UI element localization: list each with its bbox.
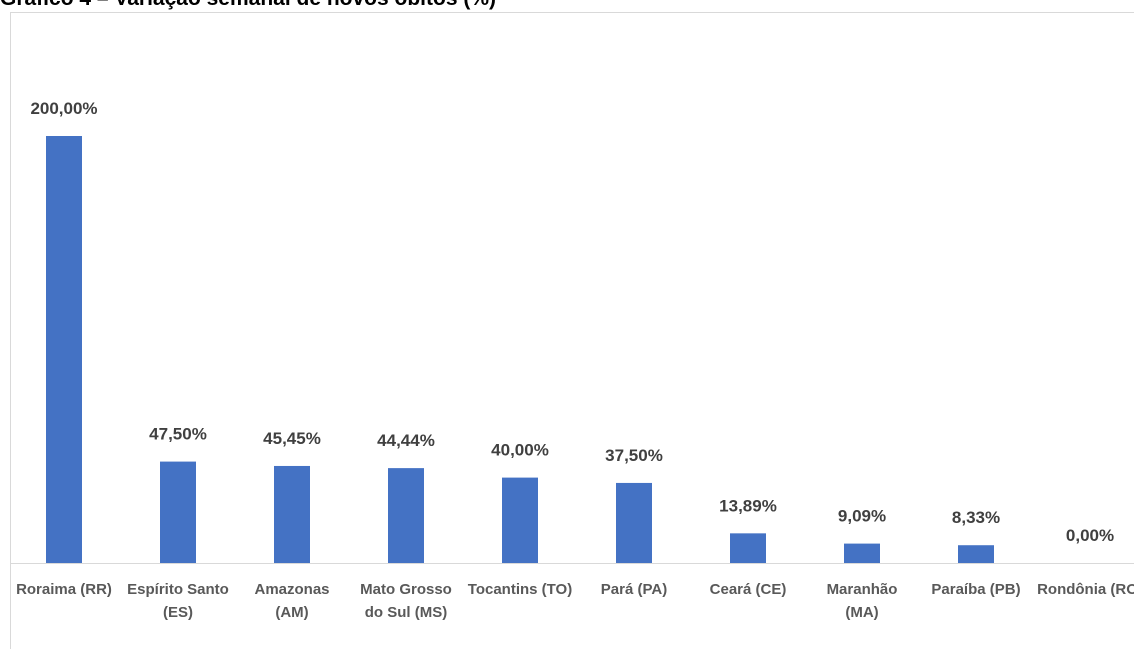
data-label: 8,33%	[952, 508, 1000, 527]
data-label: 9,09%	[838, 507, 886, 526]
x-tick-label: Tocantins (TO)	[467, 581, 573, 598]
data-label: 13,89%	[719, 496, 777, 515]
bar	[160, 461, 196, 563]
x-tick-label: Amazonas (AM)	[254, 581, 330, 621]
chart-title: Gráfico 4 – Variação semanal de novos ób…	[0, 0, 496, 10]
bar	[730, 533, 766, 563]
data-label: 200,00%	[30, 99, 97, 118]
data-label: 0,00%	[1066, 526, 1114, 545]
bar	[388, 468, 424, 563]
x-tick-label: Maranhão (MA)	[826, 581, 898, 621]
bar	[46, 136, 82, 563]
data-label: 37,50%	[605, 446, 663, 465]
data-label: 44,44%	[377, 431, 435, 450]
x-tick-label: Espírito Santo (ES)	[127, 581, 229, 621]
x-tick-label: Mato Grosso do Sul (MS)	[360, 581, 452, 621]
x-tick-label: Paraíba (PB)	[931, 581, 1021, 598]
data-label: 47,50%	[149, 425, 207, 444]
bar	[844, 543, 880, 563]
bar	[958, 545, 994, 563]
data-label: 40,00%	[491, 441, 549, 460]
bar	[616, 482, 652, 563]
x-tick-label: Ceará (CE)	[709, 581, 787, 598]
x-tick-label: Pará (PA)	[600, 581, 668, 598]
x-tick-label: Roraima (RR)	[16, 581, 112, 598]
x-tick-label: Rondônia (RO)	[1037, 581, 1134, 598]
data-label: 45,45%	[263, 429, 321, 448]
bar	[274, 465, 310, 563]
bar	[502, 477, 538, 563]
